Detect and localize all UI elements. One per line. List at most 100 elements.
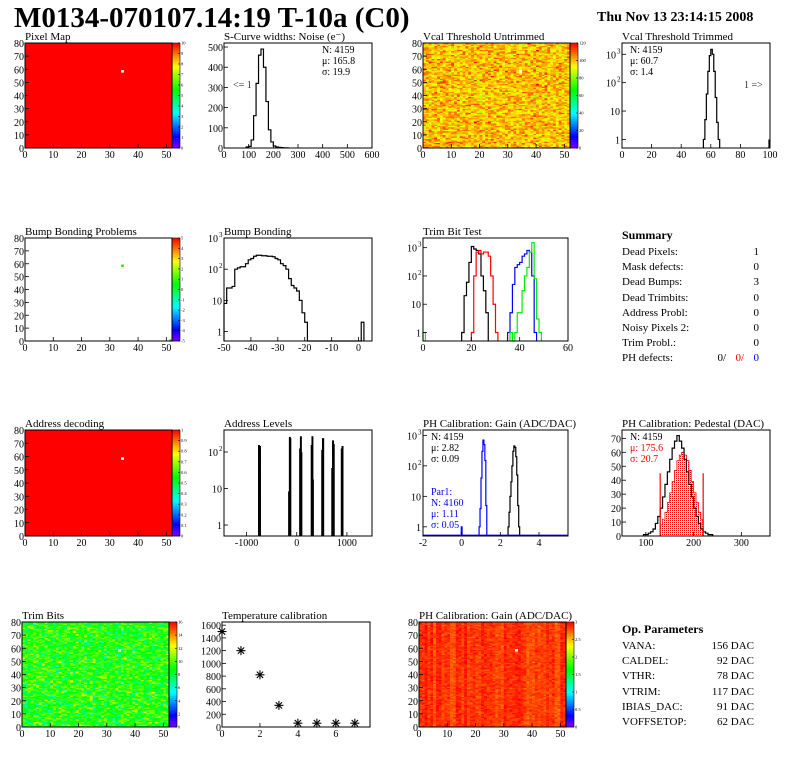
heatmap-cell (448, 136, 452, 138)
heatmap-cell (538, 116, 543, 119)
x-tick-label: 50 (161, 150, 171, 161)
heatmap-cell (462, 58, 466, 61)
heatmap-cell (513, 49, 517, 52)
heatmap-cell (561, 109, 565, 112)
heatmap-cell (425, 146, 429, 149)
heatmap-cell (24, 686, 28, 688)
heatmap-cell (544, 62, 548, 65)
heatmap-cell (428, 137, 432, 140)
heatmap-cell (502, 91, 506, 94)
heatmap-cell (462, 121, 466, 124)
heatmap-cell (22, 633, 26, 636)
heatmap-cell (553, 124, 557, 126)
heatmap-cell (423, 43, 427, 45)
heatmap-cell (476, 83, 480, 86)
heatmap-cell (465, 75, 469, 78)
heatmap-cell (550, 133, 554, 136)
heatmap-cell (479, 94, 483, 96)
heatmap-cell (451, 106, 455, 108)
heatmap-cell (434, 146, 438, 149)
heatmap-cell (471, 134, 475, 137)
y-tick-label: 30 (412, 105, 422, 116)
heatmap-cell (544, 64, 548, 66)
heatmap-cell (507, 83, 511, 86)
heatmap-cell (530, 49, 534, 52)
heatmap-cell (527, 146, 531, 149)
heatmap-cell (465, 78, 469, 81)
heatmap-cell (482, 86, 486, 88)
heatmap-cell (502, 106, 506, 108)
heatmap-cell (442, 140, 446, 142)
heatmap-cell (479, 100, 483, 103)
palette-segment (172, 281, 180, 284)
heatmap-cell (33, 674, 37, 677)
heatmap-cell (437, 83, 441, 86)
heatmap-cell (439, 102, 444, 104)
heatmap-cell (516, 86, 520, 88)
heatmap-cell (488, 137, 492, 140)
heatmap-cell (468, 129, 472, 132)
heatmap-cell (445, 85, 449, 87)
heatmap-cell (465, 74, 469, 77)
heatmap-cell (507, 123, 511, 125)
heatmap-cell (530, 95, 534, 98)
heatmap-cell (462, 99, 466, 102)
palette-segment (172, 240, 180, 243)
heatmap-cell (479, 60, 483, 62)
heatmap-cell (442, 146, 446, 149)
heatmap-cell (553, 86, 557, 88)
heatmap-cell (521, 121, 526, 124)
palette-segment (172, 440, 180, 444)
heatmap-cell (439, 77, 444, 79)
heatmap-cell (558, 142, 562, 145)
palette-segment (570, 122, 578, 126)
heatmap-cell (541, 70, 545, 73)
fit-stats-line: Par1: (431, 487, 452, 498)
palette-segment (570, 76, 578, 80)
heatmap-cell (564, 100, 568, 103)
heatmap-cell (513, 73, 517, 75)
heatmap-cell (547, 106, 551, 108)
heatmap-cell (428, 99, 432, 102)
heatmap-cell (530, 130, 534, 133)
heatmap-cell (521, 77, 526, 79)
heatmap-cell (564, 61, 568, 63)
heatmap-cell (482, 111, 486, 113)
heatmap-cell (456, 112, 461, 115)
heatmap-cell (547, 74, 551, 77)
heatmap-cell (434, 116, 438, 119)
heatmap-cell (468, 96, 472, 99)
heatmap-cell (502, 132, 506, 134)
heatmap-cell (499, 108, 503, 111)
heatmap-cell (564, 116, 568, 119)
heatmap-cell (524, 54, 528, 57)
heatmap-cell (451, 102, 455, 104)
palette-tick-label: 6 (181, 83, 184, 88)
heatmap-cell (425, 128, 429, 130)
heatmap-cell (516, 61, 520, 63)
heatmap-cell (553, 108, 557, 111)
heatmap-cell (425, 54, 429, 57)
heatmap-cell (502, 133, 506, 136)
x-tick-label: 0 (421, 343, 426, 354)
heatmap-cell (558, 146, 562, 149)
heatmap-cell (30, 686, 34, 688)
heatmap-cell (496, 56, 500, 58)
heatmap-cell (558, 58, 562, 61)
heatmap-cell (516, 81, 520, 83)
heatmap-cell (456, 98, 461, 100)
heatmap-cell (558, 111, 562, 113)
stats-line: N: 4159 (630, 45, 663, 56)
heatmap-cell (541, 62, 545, 65)
heatmap-cell (451, 120, 455, 123)
heatmap-cell (527, 140, 531, 142)
heatmap-cell (555, 115, 559, 117)
heatmap-cell (437, 132, 441, 134)
heatmap-cell (547, 140, 551, 142)
heatmap-cell (488, 86, 492, 88)
heatmap-cell (510, 111, 514, 113)
heatmap-cell (439, 50, 444, 53)
heatmap-cell (24, 712, 28, 715)
heatmap-cell (459, 116, 463, 119)
